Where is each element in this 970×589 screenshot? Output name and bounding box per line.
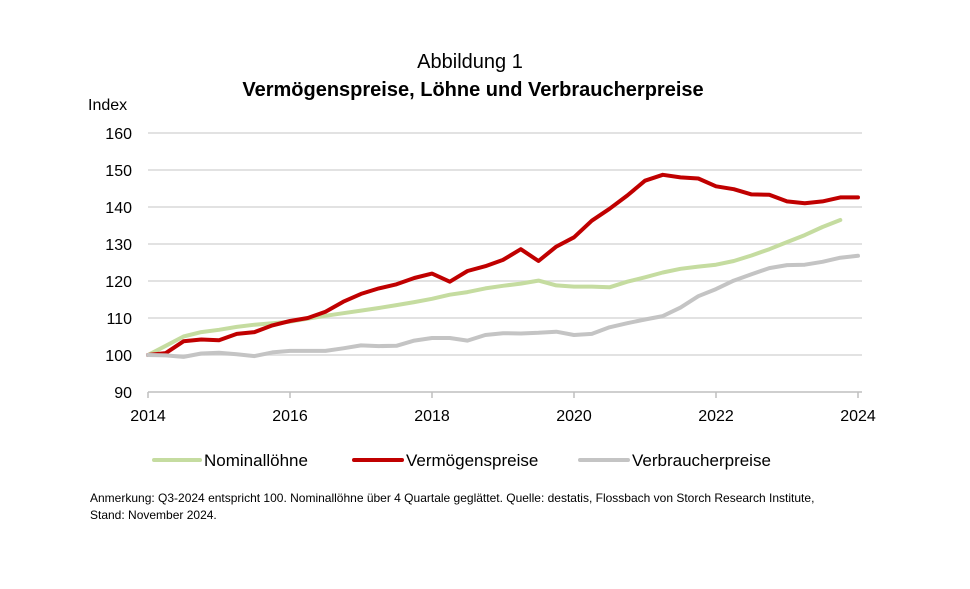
- series-lines: [146, 172, 860, 359]
- legend-label-3: Verbraucherpreise: [632, 451, 771, 470]
- legend-label-1: Nominallöhne: [204, 451, 308, 470]
- x-tick-label-2014: 2014: [130, 408, 166, 425]
- y-tick-label-120: 120: [105, 274, 132, 291]
- y-axis-label: Index: [88, 97, 127, 114]
- x-tick-label-2020: 2020: [556, 408, 592, 425]
- y-tick-label-100: 100: [105, 348, 132, 365]
- chart-title: Vermögenspreise, Löhne und Verbraucherpr…: [242, 79, 703, 101]
- x-tick-label-2022: 2022: [698, 408, 734, 425]
- series-line-2: [146, 172, 860, 357]
- x-tick-label-2024: 2024: [840, 408, 876, 425]
- x-tick-label-2018: 2018: [414, 408, 450, 425]
- y-tick-label-160: 160: [105, 126, 132, 143]
- y-tick-label-90: 90: [114, 385, 132, 402]
- series-line-1: [146, 218, 843, 357]
- chart-note: Anmerkung: Q3-2024 entspricht 100. Nomin…: [90, 490, 890, 524]
- note-line-2: Stand: November 2024.: [90, 508, 217, 522]
- series-line-3: [146, 253, 860, 359]
- y-tick-label-150: 150: [105, 163, 132, 180]
- axes: [147, 391, 862, 398]
- tick-labels: 90 100 110 120 130 140 150 160 2014 2016 2018 2020 2…: [105, 126, 876, 425]
- gridlines: [148, 132, 862, 356]
- x-tick-label-2016: 2016: [272, 408, 308, 425]
- y-tick-label-140: 140: [105, 200, 132, 217]
- y-tick-label-110: 110: [106, 311, 132, 328]
- legend: Nominallöhne Vermögenspreise Verbraucherpr…: [152, 451, 771, 470]
- legend-label-2: Vermögenspreise: [406, 451, 538, 470]
- note-line-1: Anmerkung: Q3-2024 entspricht 100. Nomin…: [90, 491, 815, 505]
- line-chart: Abbildung 1 Vermögenspreise, Löhne und V…: [88, 51, 876, 470]
- figure-label: Abbildung 1: [417, 51, 523, 73]
- y-tick-label-130: 130: [105, 237, 132, 254]
